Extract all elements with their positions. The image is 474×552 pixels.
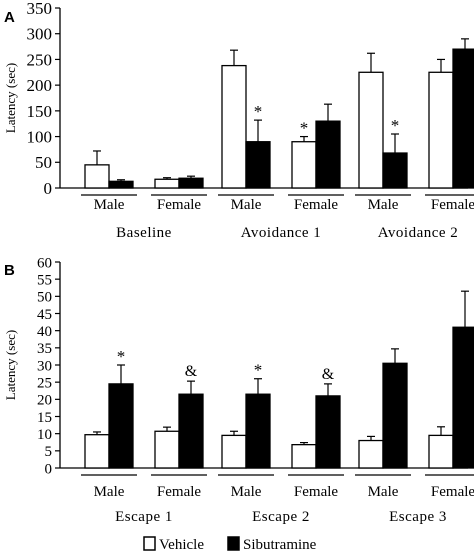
x-group-label: Escape 1 — [115, 509, 173, 525]
x-subgroup-label: Male — [231, 197, 262, 213]
x-subgroup-label: Female — [157, 484, 201, 500]
y-tick-label: 50 — [37, 290, 52, 306]
bar-sibutramine — [315, 395, 341, 469]
bar-vehicle — [358, 439, 384, 469]
y-tick-label: 200 — [27, 76, 53, 95]
bar-vehicle — [428, 71, 454, 189]
bar-vehicle — [428, 434, 454, 469]
y-tick-label: 300 — [27, 25, 53, 44]
significance-mark: * — [254, 102, 263, 121]
legend-swatch-0 — [143, 536, 156, 551]
y-tick-label: 20 — [37, 393, 52, 409]
bar-sibutramine — [315, 120, 341, 189]
bar-vehicle — [291, 141, 317, 189]
x-subgroup-label: Female — [294, 197, 338, 213]
bar-sibutramine — [382, 152, 408, 189]
significance-mark: & — [322, 366, 335, 383]
y-tick-label: 45 — [37, 307, 52, 323]
bar-sibutramine — [245, 141, 271, 189]
x-group-label: Baseline — [116, 225, 172, 241]
x-group-label: Avoidance 2 — [378, 225, 459, 241]
x-subgroup-label: Male — [368, 484, 399, 500]
x-subgroup-label: Female — [431, 197, 474, 213]
y-tick-label: 35 — [37, 341, 52, 357]
y-tick-label: 100 — [27, 128, 53, 147]
bar-sibutramine — [178, 177, 204, 189]
significance-mark: * — [300, 119, 309, 138]
legend-label-1: Sibutramine — [243, 537, 317, 552]
bar-sibutramine — [245, 393, 271, 469]
y-tick-label: 0 — [45, 461, 53, 477]
x-subgroup-label: Male — [94, 484, 125, 500]
legend-label-0: Vehicle — [159, 537, 204, 552]
bar-sibutramine — [382, 362, 408, 469]
panel-letter: A — [4, 9, 15, 26]
y-tick-label: 150 — [27, 102, 53, 121]
significance-mark: * — [117, 347, 126, 366]
bar-vehicle — [221, 64, 247, 189]
y-tick-label: 350 — [27, 0, 53, 18]
x-subgroup-label: Male — [94, 197, 125, 213]
bar-sibutramine — [452, 326, 474, 469]
x-subgroup-label: Male — [368, 197, 399, 213]
bar-sibutramine — [108, 383, 134, 469]
bar-vehicle — [291, 444, 317, 469]
y-tick-label: 40 — [37, 324, 52, 340]
significance-mark: * — [254, 361, 263, 380]
y-tick-label: 50 — [35, 153, 52, 172]
bar-vehicle — [358, 71, 384, 189]
x-group-label: Avoidance 1 — [241, 225, 322, 241]
bar-vehicle — [154, 430, 180, 469]
legend: Vehicle Sibutramine — [143, 536, 317, 552]
bar-sibutramine — [452, 48, 474, 189]
x-group-label: Escape 3 — [389, 509, 447, 525]
x-subgroup-label: Female — [294, 484, 338, 500]
panel-a: A 0 50 100 150 200 250 300 350 Latency (sec) Male F… — [3, 0, 474, 241]
x-subgroup-label: Female — [431, 484, 474, 500]
y-tick-label: 15 — [37, 410, 52, 426]
bar-sibutramine — [178, 393, 204, 469]
y-tick-label: 10 — [37, 427, 52, 443]
legend-swatch-1 — [227, 536, 240, 551]
x-subgroup-label: Male — [231, 484, 262, 500]
x-group-label: Escape 2 — [252, 509, 310, 525]
y-tick-label: 30 — [37, 358, 52, 374]
significance-mark: * — [391, 116, 400, 135]
bar-vehicle — [221, 434, 247, 469]
y-axis-label: Latency (sec) — [3, 330, 18, 400]
bar-sibutramine — [108, 180, 134, 189]
y-axis-label: Latency (sec) — [3, 63, 18, 133]
y-tick-label: 5 — [45, 444, 53, 460]
y-tick-label: 55 — [37, 272, 52, 288]
x-subgroup-label: Female — [157, 197, 201, 213]
y-tick-label: 0 — [44, 179, 53, 198]
y-tick-label: 60 — [37, 255, 52, 271]
y-tick-label: 25 — [37, 375, 52, 391]
y-tick-label: 250 — [27, 50, 53, 69]
bar-vehicle — [84, 434, 110, 469]
significance-mark: & — [185, 363, 198, 380]
panel-letter: B — [4, 262, 15, 279]
bar-vehicle — [84, 164, 110, 189]
bar-vehicle — [154, 178, 180, 189]
